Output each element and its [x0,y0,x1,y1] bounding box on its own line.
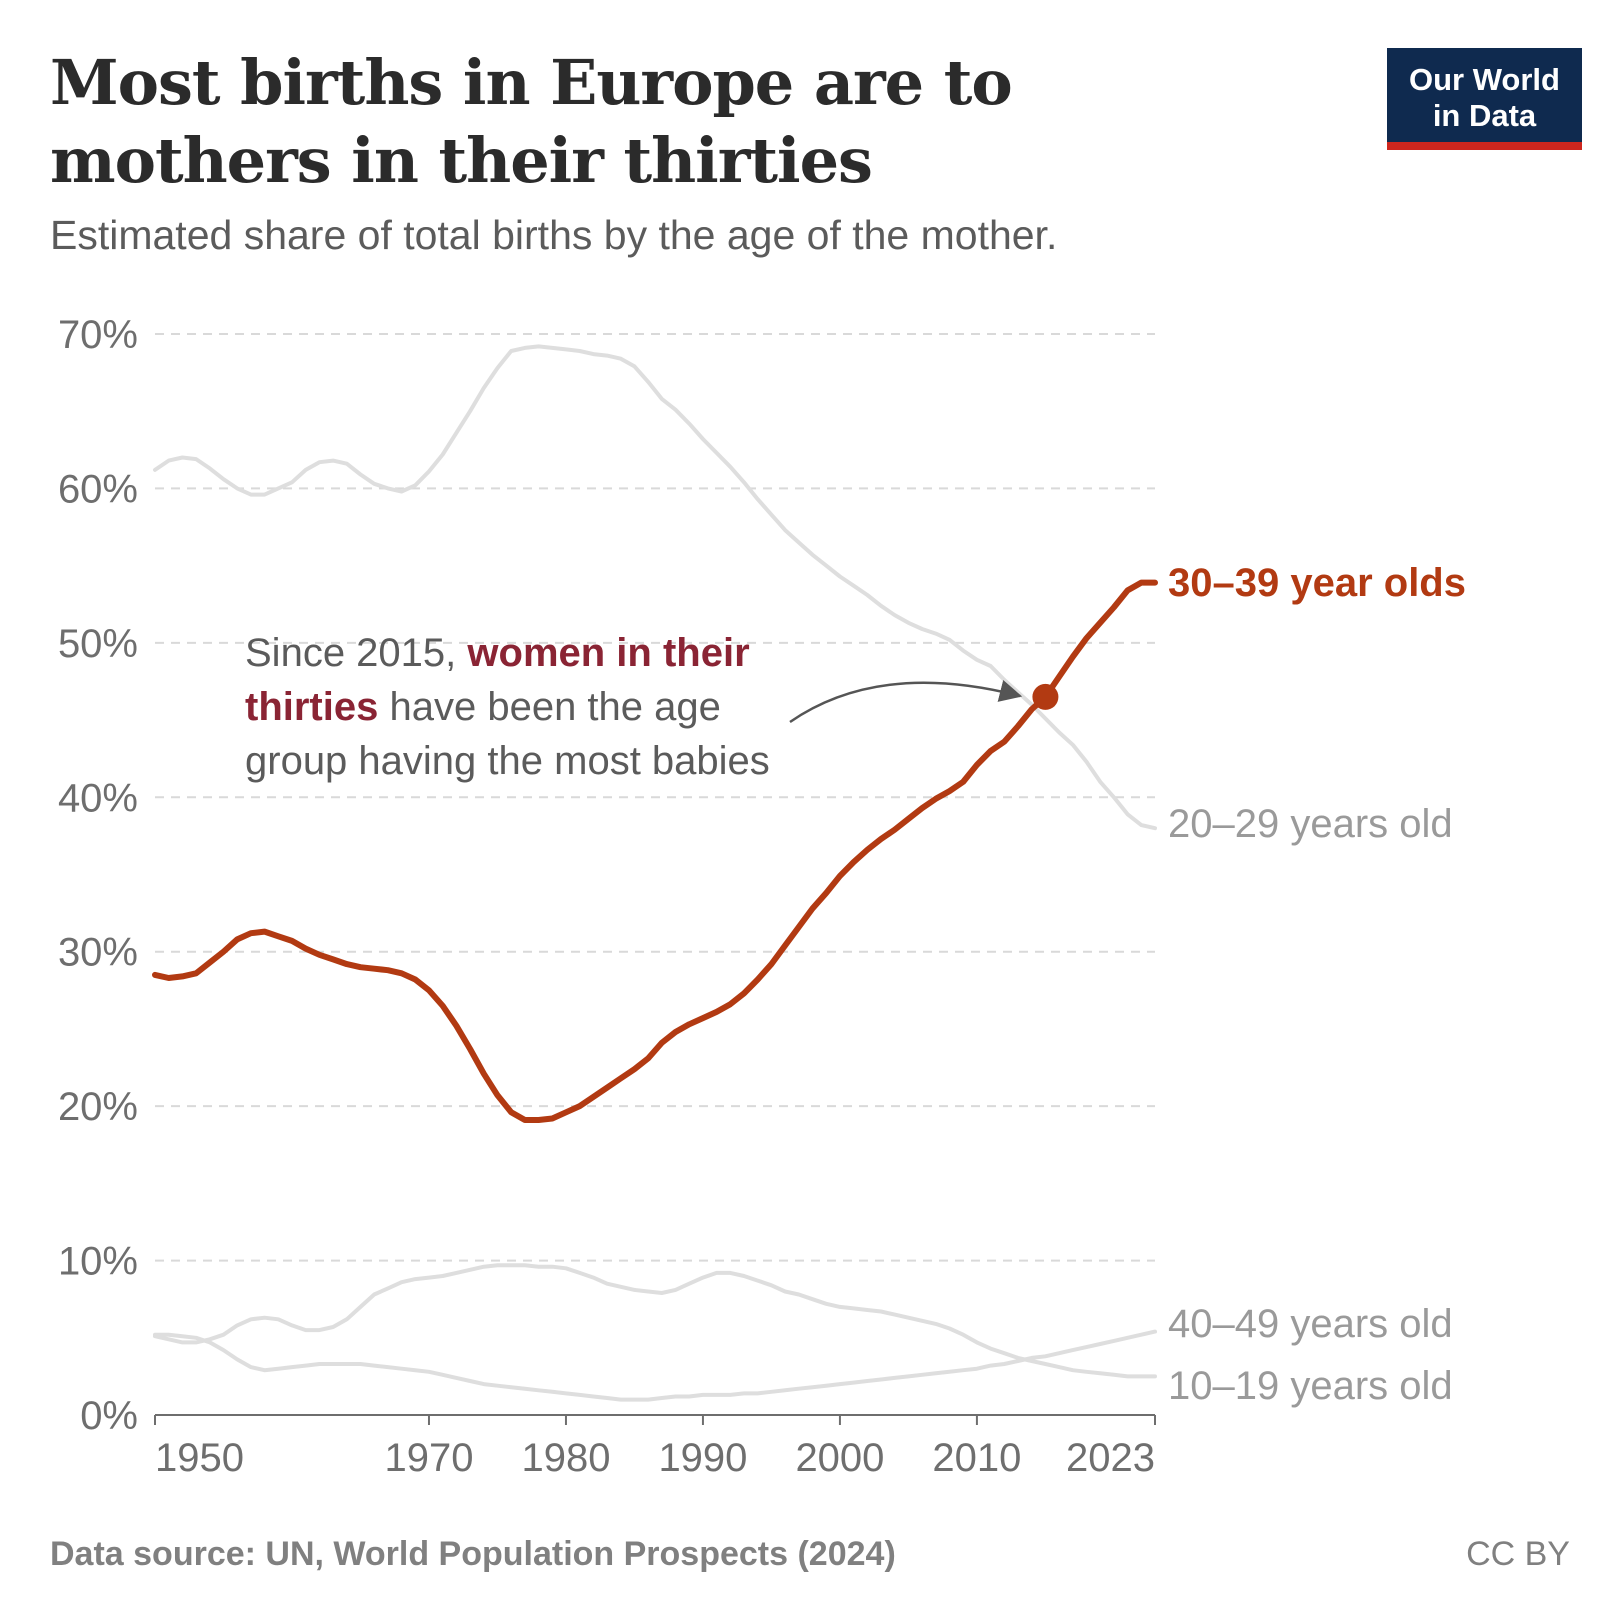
x-tick-label: 2010 [932,1436,1021,1480]
series-line-40-49-years-old[interactable] [153,1329,1157,1402]
series-label: 40–49 years old [1168,1302,1453,1346]
y-tick-label: 40% [58,776,138,820]
chart-title: Most births in Europe are to mothers in … [50,46,1013,197]
gridlines [155,333,1155,1262]
series-label: 30–39 year olds [1168,561,1466,605]
annotation-arrow [789,680,1023,724]
highlight-point[interactable] [1032,683,1059,710]
series-line-10-19-years-old[interactable] [153,1263,1157,1379]
series-line-20-29-years-old[interactable] [153,344,1157,831]
y-axis: 0% 10% 20% 30% 40% 50% 60% 70% [58,313,138,1438]
series-label: 10–19 years old [1168,1364,1453,1408]
x-tick-label: 1970 [384,1436,473,1480]
annotation-line-2: thirties have been the age [245,685,721,729]
license[interactable]: CC BY [1466,1535,1570,1573]
x-tick-label: 2000 [795,1436,884,1480]
annotation-line-1: Since 2015, women in their [245,631,750,675]
y-tick-label: 10% [58,1240,138,1284]
y-tick-label: 50% [58,622,138,666]
y-tick-label: 20% [58,1085,138,1129]
y-tick-label: 0% [80,1394,138,1438]
x-tick-label: 1950 [155,1436,244,1480]
x-tick-label: 1980 [521,1436,610,1480]
logo-line-1: Our World [1409,62,1560,97]
series-lines [152,344,1158,1402]
y-tick-label: 60% [58,467,138,511]
data-source[interactable]: Data source: UN, World Population Prospe… [50,1535,896,1573]
logo-line-2: in Data [1432,98,1537,133]
x-axis: 1950 1970 1980 1990 2000 2010 2023 [154,1414,1156,1480]
series-line-30-39-year-olds[interactable] [152,579,1158,1123]
y-tick-label: 70% [58,313,138,357]
series-label: 20–29 years old [1168,802,1453,846]
y-tick-label: 30% [58,931,138,975]
x-tick-label: 2023 [1066,1436,1155,1480]
series-labels: 20–29 years old 30–39 year olds 40–49 year… [1168,561,1466,1408]
annotation-line-3: group having the most babies [245,739,770,783]
annotation: Since 2015, women in their thirties have… [245,631,1023,783]
x-tick-label: 1990 [658,1436,747,1480]
chart-subtitle: Estimated share of total births by the a… [50,212,1058,258]
owid-logo[interactable]: Our World in Data [1387,48,1582,150]
